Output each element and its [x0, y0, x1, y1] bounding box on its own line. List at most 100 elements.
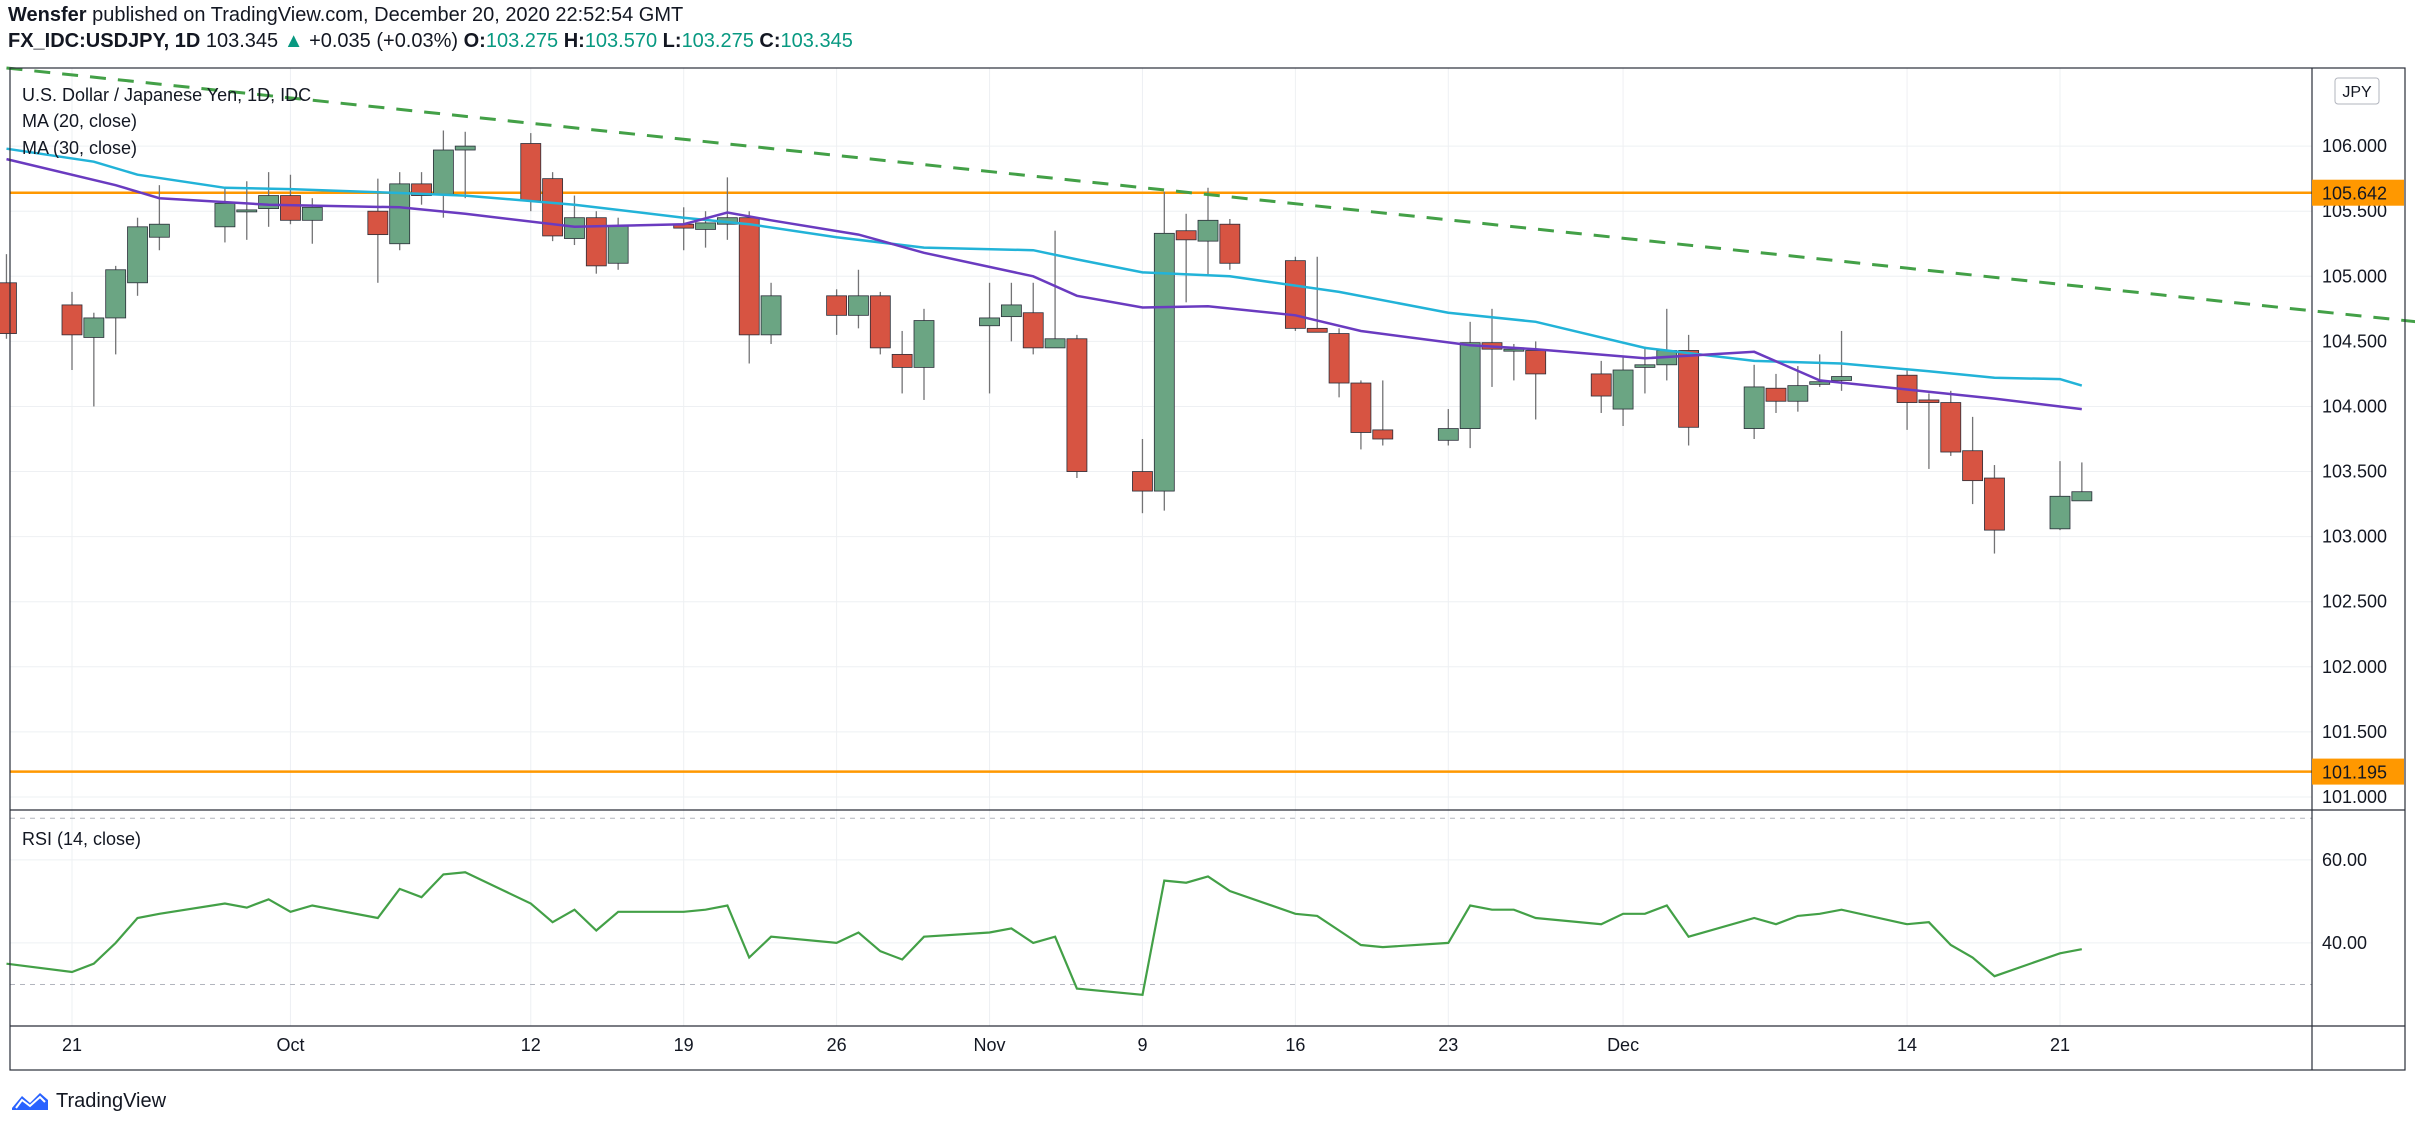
- candle-body-down: [61, 304, 83, 336]
- ma20-legend[interactable]: MA (20, close): [22, 111, 137, 131]
- candle: [127, 217, 148, 296]
- candle: [1284, 256, 1306, 331]
- symbol-name[interactable]: FX_IDC:USDJPY, 1D: [8, 30, 201, 52]
- currency-label: JPY: [2342, 84, 2372, 101]
- time-tick-label: 16: [1285, 1035, 1305, 1055]
- time-tick-label: 26: [827, 1035, 847, 1055]
- candle-body-down: [520, 143, 542, 202]
- rsi-legend[interactable]: RSI (14, close): [22, 829, 141, 849]
- indicator-lines: [6, 66, 2415, 996]
- time-tick-label: 23: [1438, 1035, 1458, 1055]
- candle: [1765, 373, 1787, 413]
- chart-border: [9, 67, 2406, 1071]
- candle-body-up: [389, 183, 411, 245]
- open-label: O:: [463, 30, 486, 52]
- candle-body-down: [1590, 373, 1612, 397]
- price-tick-label: 103.000: [2322, 527, 2387, 547]
- candle: [0, 254, 17, 339]
- candle: [1590, 360, 1612, 413]
- candle-body-down: [280, 195, 301, 221]
- candle-body-down: [1022, 312, 1044, 349]
- time-tick-label: Dec: [1607, 1035, 1639, 1055]
- candle-body-down: [1132, 471, 1153, 492]
- candle-body-down: [826, 295, 848, 316]
- candle: [826, 289, 848, 335]
- candle-body-down: [1678, 350, 1700, 428]
- candle: [1459, 321, 1481, 449]
- candle: [1328, 328, 1350, 398]
- ma30-legend[interactable]: MA (30, close): [22, 138, 137, 158]
- candle: [1656, 308, 1678, 381]
- footer-brand[interactable]: TradingView: [56, 1089, 167, 1112]
- rsi-line: [6, 871, 2083, 996]
- candle-body-up: [607, 225, 629, 264]
- price-tick-label: 105.000: [2322, 266, 2387, 286]
- candle: [1153, 191, 1175, 511]
- candle: [1787, 366, 1809, 412]
- candle: [585, 211, 607, 274]
- price-tick-label: 104.500: [2322, 331, 2387, 351]
- time-tick-label: Nov: [974, 1035, 1006, 1055]
- candle-body-down: [1962, 450, 1984, 482]
- time-tick-label: 21: [2050, 1035, 2070, 1055]
- candle-body-up: [258, 195, 280, 209]
- candle: [913, 308, 935, 400]
- price-tick-label: 102.000: [2322, 657, 2387, 677]
- level-price-label: 101.195: [2322, 763, 2387, 783]
- level-price-badge: [2312, 179, 2404, 206]
- candle-body-up: [2071, 491, 2093, 502]
- candle: [1000, 282, 1022, 342]
- candle: [1306, 256, 1328, 333]
- candle-body-up: [236, 209, 258, 213]
- candle: [673, 207, 695, 251]
- candle: [454, 131, 476, 199]
- candle: [542, 172, 564, 242]
- candle: [61, 291, 83, 371]
- candle: [1678, 334, 1700, 446]
- change-arrow: ▲: [283, 30, 304, 52]
- candle-body-up: [1153, 232, 1175, 492]
- candle: [1940, 390, 1962, 456]
- candle: [2071, 462, 2093, 502]
- candle: [367, 178, 389, 283]
- ma30-line: [6, 157, 2082, 411]
- candle: [1437, 409, 1459, 446]
- candle-body-up: [564, 217, 585, 239]
- candle: [891, 330, 913, 394]
- candle-body-up: [1612, 369, 1634, 410]
- time-tick-label: 9: [1137, 1035, 1147, 1055]
- candle-body-down: [1984, 477, 2005, 531]
- author-name[interactable]: Wensfer: [8, 4, 87, 26]
- candle-body-up: [301, 206, 323, 221]
- candle-body-down: [1765, 387, 1787, 402]
- candle-body-down: [1284, 260, 1306, 329]
- currency-badge[interactable]: [2334, 77, 2380, 105]
- candle-body-down: [1350, 382, 1372, 433]
- candle: [236, 181, 258, 240]
- candle: [1219, 219, 1241, 270]
- publish-line: Wensfer published on TradingView.com, De…: [8, 2, 2388, 28]
- candle: [1022, 282, 1044, 355]
- candle-body-up: [1743, 386, 1765, 429]
- candle: [389, 172, 411, 251]
- level-price-label: 105.642: [2322, 184, 2387, 204]
- price-tick-label: 101.000: [2322, 787, 2387, 807]
- candle: [214, 187, 236, 243]
- candle: [2049, 461, 2071, 531]
- candle-body-down: [542, 178, 564, 237]
- instrument-legend[interactable]: U.S. Dollar / Japanese Yen, 1D, IDC: [22, 85, 311, 105]
- candle-body-down: [1175, 230, 1197, 241]
- candle: [280, 174, 301, 225]
- close-value: 103.345: [780, 30, 853, 52]
- rsi-tick-label: 40.00: [2322, 933, 2367, 953]
- candle: [1372, 380, 1394, 446]
- candle-body-down: [0, 282, 17, 334]
- candle-body-up: [1459, 342, 1481, 429]
- candle-body-up: [913, 320, 935, 368]
- candle: [760, 282, 782, 344]
- candle: [432, 130, 454, 218]
- published-text: published on TradingView.com, December 2…: [92, 4, 684, 26]
- close-label: C:: [759, 30, 781, 52]
- candle-body-down: [1328, 333, 1350, 384]
